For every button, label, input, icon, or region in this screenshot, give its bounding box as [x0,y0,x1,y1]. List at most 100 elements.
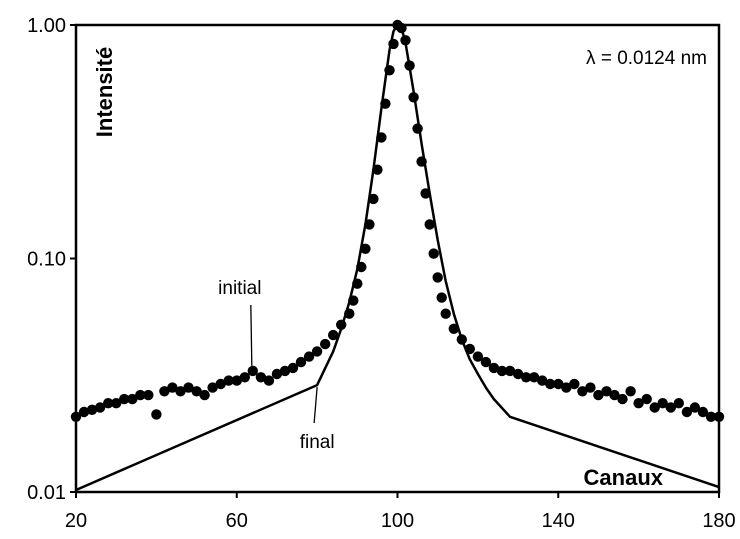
initial-point [70,411,82,422]
initial-point [504,365,516,377]
initial-point [456,334,467,345]
initial-point [159,386,170,397]
series-labels: initial final [218,278,334,453]
initial-point [400,35,411,46]
initial-point [135,389,146,401]
series-final [75,23,720,492]
initial-point [440,308,451,319]
initial-point [601,386,612,397]
initial-point [255,372,267,383]
initial-point [103,398,114,409]
initial-point [412,123,423,134]
initial-point [271,368,283,380]
initial-point [183,382,194,393]
initial-point [404,60,415,71]
initial-point [364,219,375,230]
initial-point [352,278,363,289]
initial-point [199,389,210,401]
initial-point [231,375,242,386]
initial-point [464,343,475,355]
wavelength-annotation: λ = 0.0124 nm [586,48,707,69]
initial-point [697,406,709,418]
initial-point [372,164,383,175]
initial-point [609,389,620,401]
y-tick-label: 0.10 [27,249,66,271]
initial-point [111,398,122,409]
initial-point [215,378,226,390]
x-tick-label: 20 [65,510,87,532]
initial-point [344,308,355,319]
y-axis-ticks: 0.01 0.10 1.00 [27,15,76,504]
initial-point [287,362,299,374]
x-axis-title: Canaux [584,465,664,490]
initial-point [303,351,315,362]
initial-point [585,382,596,393]
final-leader [313,387,318,424]
y-axis-title: Intensité [92,47,117,137]
plot-frame [74,23,721,494]
x-tick-label: 180 [702,510,735,532]
series-initial [70,19,725,422]
initial-point [424,219,435,230]
initial-point [143,389,154,401]
x-axis-ticks: 20 60 100 140 180 [65,492,736,532]
initial-point [320,338,331,350]
initial-point [472,351,484,362]
initial-point [617,393,628,405]
final-line [75,23,720,492]
initial-point [151,409,162,420]
initial-point [396,22,407,34]
initial-point [545,378,556,390]
initial-point [119,393,130,405]
initial-point [561,382,572,393]
initial-point [416,156,427,167]
initial-leader [250,304,253,366]
initial-point [448,323,459,334]
initial-point [705,411,717,422]
initial-point [593,389,604,401]
initial-point [279,365,291,377]
initial-point [537,375,548,386]
initial-point [263,375,275,386]
initial-point [175,386,186,397]
initial-point [191,386,202,397]
initial-point [86,404,98,415]
initial-point [207,382,218,393]
initial-point [432,272,443,283]
initial-point [428,248,439,259]
initial-point [388,38,399,50]
initial-point [512,368,524,380]
initial-point [376,132,387,143]
final-label: final [300,432,335,453]
y-tick-label: 0.01 [27,482,66,504]
initial-point [348,295,359,306]
initial-point [520,372,532,383]
initial-point [577,386,588,397]
initial-point [311,346,323,357]
initial-point [295,356,307,368]
x-tick-label: 100 [381,510,414,532]
initial-point [420,188,431,199]
initial-point [380,98,391,109]
y-tick-label: 1.00 [27,15,66,37]
initial-point [127,393,138,405]
initial-point [689,402,701,413]
x-tick-label: 60 [226,510,248,532]
initial-point [94,402,106,413]
initial-point [681,406,693,418]
initial-point [328,329,339,341]
initial-point [239,372,250,383]
initial-point [360,243,371,254]
initial-point [553,378,564,390]
initial-point [641,393,652,405]
initial-point [569,378,580,390]
initial-point [336,319,347,330]
initial-point [673,398,684,409]
initial-point [528,372,540,383]
initial-point [247,365,258,377]
initial-point [167,382,178,393]
initial-point [633,398,644,409]
initial-point [625,386,636,397]
initial-point [223,375,234,386]
